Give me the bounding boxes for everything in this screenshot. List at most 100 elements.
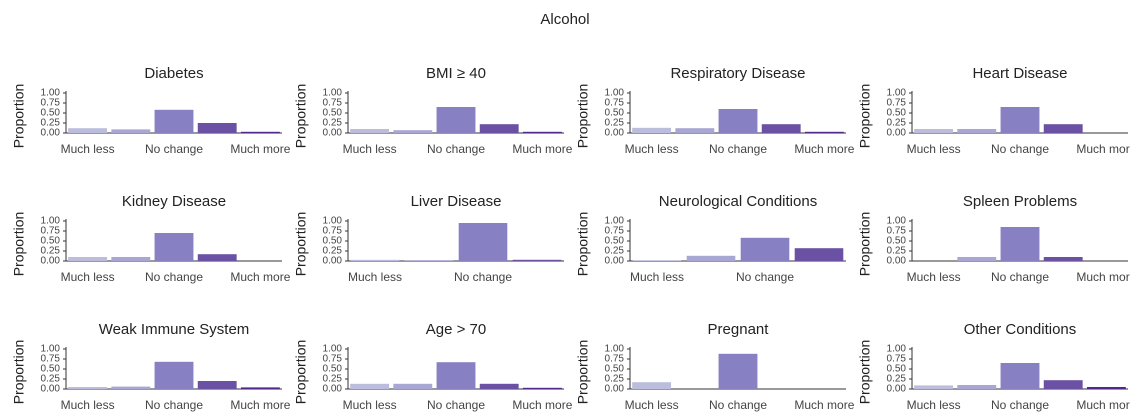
bar	[458, 223, 508, 261]
y-tick-label: 1.00	[323, 344, 343, 355]
bar	[804, 131, 844, 133]
y-tick-label: 1.00	[41, 344, 61, 355]
y-tick-label: 0.00	[605, 384, 625, 395]
y-tick-label: 1.00	[887, 88, 907, 99]
bar	[914, 129, 954, 133]
panel-title: Pregnant	[708, 321, 770, 338]
bar	[479, 124, 519, 133]
x-tick-label: Much less	[907, 270, 961, 284]
x-tick-label: Much less	[630, 270, 684, 284]
x-tick-label: Much less	[907, 398, 961, 412]
x-tick-label: No change	[145, 398, 203, 412]
bar	[404, 260, 454, 261]
y-tick-label: 0.00	[323, 384, 343, 395]
x-tick-label: No change	[991, 398, 1049, 412]
bar	[393, 130, 433, 133]
x-tick-label: Much more	[1076, 398, 1130, 412]
x-tick-label: Much more	[512, 142, 572, 156]
bar	[718, 353, 758, 389]
panel-title: Kidney Disease	[122, 193, 226, 210]
x-tick-label: No change	[427, 398, 485, 412]
bar	[1043, 380, 1083, 389]
y-axis-label: Proportion	[857, 84, 873, 149]
x-tick-label: Much more	[794, 398, 854, 412]
bar	[718, 109, 758, 133]
panel-title: Weak Immune System	[99, 321, 250, 338]
y-tick-label: 0.75	[41, 98, 61, 109]
bar	[68, 128, 108, 133]
y-tick-label: 0.25	[887, 246, 907, 257]
bar	[761, 124, 801, 133]
y-tick-label: 1.00	[887, 344, 907, 355]
y-tick-label: 1.00	[41, 216, 61, 227]
x-tick-label: Much less	[625, 398, 679, 412]
bar	[197, 254, 237, 261]
bar	[632, 127, 672, 133]
bar	[1000, 363, 1040, 389]
y-tick-label: 0.25	[323, 246, 343, 257]
y-axis-label: Proportion	[293, 212, 309, 277]
y-tick-label: 1.00	[323, 88, 343, 99]
y-axis-label: Proportion	[575, 340, 591, 405]
y-tick-label: 0.75	[323, 226, 343, 237]
y-tick-label: 0.50	[41, 236, 61, 247]
bar	[68, 257, 108, 261]
x-tick-label: Much more	[230, 142, 290, 156]
bar	[154, 233, 194, 261]
x-tick-label: Much more	[1076, 270, 1130, 284]
y-tick-label: 0.00	[887, 384, 907, 395]
bar	[1000, 107, 1040, 133]
x-tick-label: No change	[736, 270, 794, 284]
bar	[512, 259, 562, 261]
y-tick-label: 0.00	[41, 128, 61, 139]
bar	[675, 128, 715, 133]
x-tick-label: Much less	[625, 142, 679, 156]
x-tick-label: Much more	[794, 142, 854, 156]
y-tick-label: 0.50	[887, 236, 907, 247]
bar	[197, 123, 237, 133]
y-tick-label: 0.50	[323, 108, 343, 119]
y-tick-label: 0.50	[605, 364, 625, 375]
x-tick-label: No change	[145, 142, 203, 156]
y-tick-label: 1.00	[323, 216, 343, 227]
x-tick-label: No change	[454, 270, 512, 284]
x-tick-label: No change	[709, 398, 767, 412]
y-tick-label: 0.50	[605, 108, 625, 119]
y-axis-label: Proportion	[293, 340, 309, 405]
y-tick-label: 0.50	[41, 364, 61, 375]
y-tick-label: 1.00	[887, 216, 907, 227]
panel-title: Liver Disease	[411, 193, 502, 210]
bar	[350, 383, 390, 389]
y-tick-label: 0.00	[41, 256, 61, 267]
bar	[350, 259, 400, 261]
bar	[1043, 124, 1083, 133]
y-axis-label: Proportion	[857, 340, 873, 405]
y-tick-label: 0.25	[41, 374, 61, 385]
y-tick-label: 0.75	[605, 226, 625, 237]
panel-title: Other Conditions	[964, 321, 1077, 338]
bar	[68, 387, 108, 389]
panel-title: Spleen Problems	[963, 193, 1077, 210]
x-tick-label: Much less	[343, 142, 397, 156]
bar	[1043, 257, 1083, 261]
x-tick-label: Much less	[61, 398, 115, 412]
bar	[632, 260, 682, 261]
bar	[1000, 227, 1040, 261]
x-tick-label: Much less	[61, 270, 115, 284]
bar	[957, 385, 997, 389]
y-tick-label: 0.50	[887, 108, 907, 119]
y-tick-label: 0.25	[887, 374, 907, 385]
y-tick-label: 0.25	[605, 246, 625, 257]
x-tick-label: No change	[427, 142, 485, 156]
bar	[197, 381, 237, 389]
y-tick-label: 0.00	[605, 128, 625, 139]
bar	[914, 385, 954, 389]
y-tick-label: 0.25	[605, 374, 625, 385]
bar	[632, 382, 672, 389]
y-tick-label: 0.00	[887, 256, 907, 267]
bar	[350, 129, 390, 133]
y-tick-label: 0.75	[605, 354, 625, 365]
y-tick-label: 0.00	[323, 128, 343, 139]
x-tick-label: Much more	[512, 398, 572, 412]
x-tick-label: Much more	[230, 398, 290, 412]
